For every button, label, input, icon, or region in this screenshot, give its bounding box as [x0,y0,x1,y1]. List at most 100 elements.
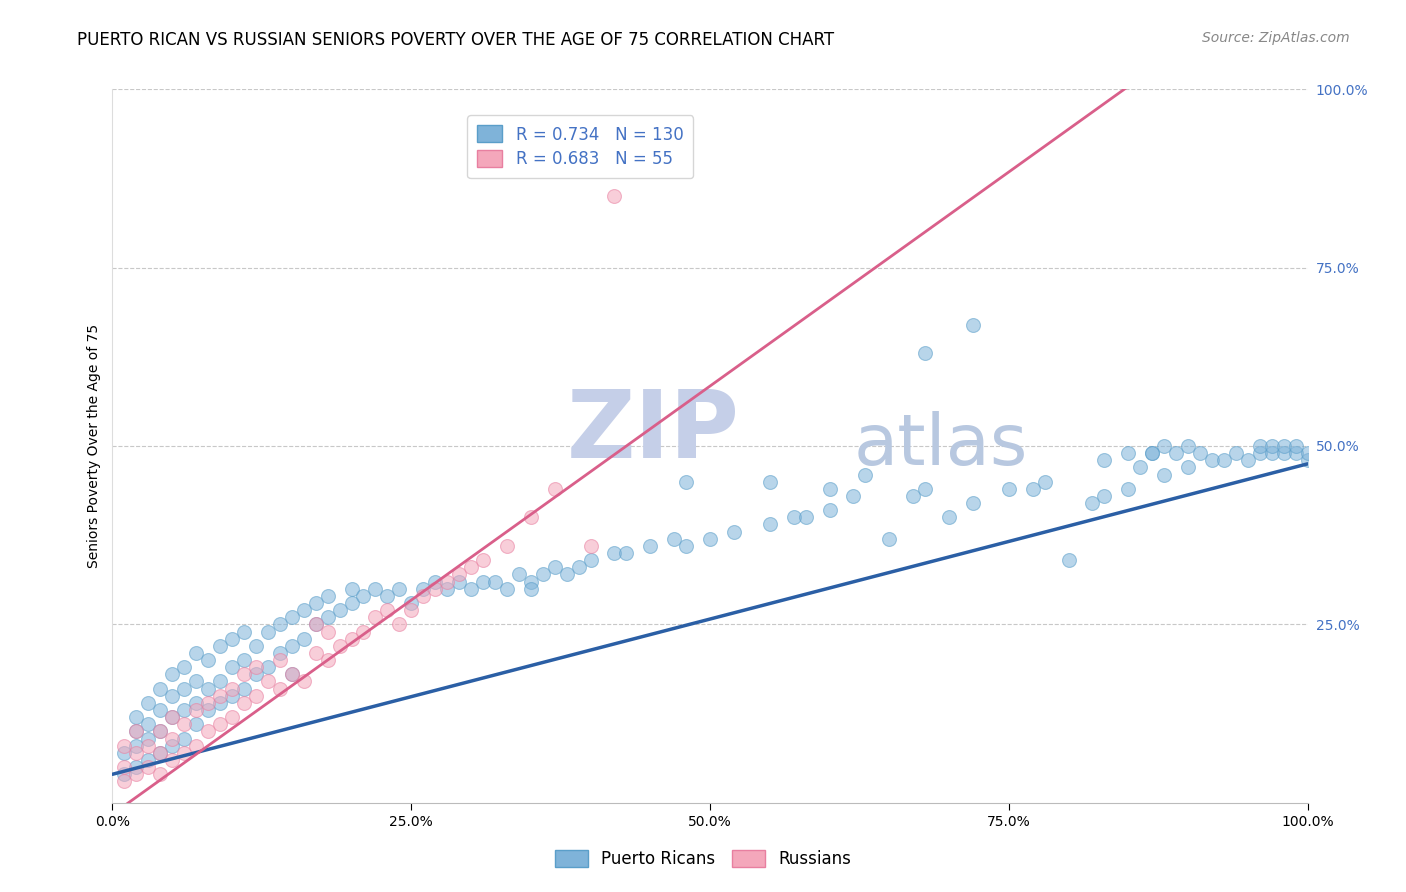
Point [340,632,363,646]
Legend: R = 0.734   N = 130, R = 0.683   N = 55: R = 0.734 N = 130, R = 0.683 N = 55 [467,115,693,178]
Point [603,189,626,203]
Point [401,603,423,617]
Point [962,318,984,332]
Point [436,574,458,589]
Point [125,760,148,774]
Point [257,624,280,639]
Point [329,603,352,617]
Y-axis label: Seniors Poverty Over the Age of 75: Seniors Poverty Over the Age of 75 [87,324,101,568]
Point [245,639,267,653]
Point [531,567,554,582]
Text: PUERTO RICAN VS RUSSIAN SENIORS POVERTY OVER THE AGE OF 75 CORRELATION CHART: PUERTO RICAN VS RUSSIAN SENIORS POVERTY … [77,31,834,49]
Point [125,724,148,739]
Point [162,731,183,746]
Point [818,482,841,496]
Point [257,674,280,689]
Point [472,574,495,589]
Point [759,475,782,489]
Point [1285,439,1308,453]
Point [818,503,841,517]
Point [914,346,936,360]
Point [1189,446,1212,460]
Point [855,467,877,482]
Text: ZIP: ZIP [567,385,740,478]
Legend: Puerto Ricans, Russians: Puerto Ricans, Russians [548,843,858,875]
Point [962,496,984,510]
Point [125,710,148,724]
Text: Source: ZipAtlas.com: Source: ZipAtlas.com [1202,31,1350,45]
Point [340,582,363,596]
Point [1272,439,1295,453]
Point [1118,446,1140,460]
Point [903,489,925,503]
Point [316,610,339,624]
Point [460,560,482,574]
Point [245,660,267,674]
Point [1177,439,1199,453]
Point [209,717,232,731]
Point [173,681,195,696]
Point [364,610,387,624]
Point [675,539,697,553]
Point [292,632,315,646]
Point [149,703,172,717]
Point [114,746,135,760]
Point [138,696,160,710]
Point [125,724,148,739]
Point [699,532,721,546]
Point [879,532,901,546]
Point [316,653,339,667]
Point [1057,553,1080,567]
Point [186,703,208,717]
Point [149,681,172,696]
Point [233,696,256,710]
Point [114,767,135,781]
Point [245,689,267,703]
Point [352,589,374,603]
Point [401,596,423,610]
Point [292,603,315,617]
Point [1237,453,1260,467]
Point [579,539,602,553]
Point [149,724,172,739]
Point [173,660,195,674]
Point [125,746,148,760]
Point [138,760,160,774]
Point [149,767,172,781]
Point [162,710,183,724]
Point [352,624,374,639]
Point [197,681,219,696]
Point [197,696,219,710]
Point [149,724,172,739]
Point [292,674,315,689]
Point [782,510,804,524]
Point [1249,439,1271,453]
Point [675,475,697,489]
Point [1225,446,1247,460]
Point [162,667,183,681]
Point [496,539,519,553]
Point [305,617,328,632]
Point [186,674,208,689]
Point [138,753,160,767]
Point [794,510,817,524]
Point [914,482,936,496]
Point [173,703,195,717]
Point [221,660,243,674]
Point [1213,453,1236,467]
Point [1081,496,1104,510]
Point [447,567,470,582]
Point [221,632,243,646]
Point [173,717,195,731]
Point [316,624,339,639]
Point [484,574,506,589]
Point [412,589,434,603]
Point [1129,460,1152,475]
Point [603,546,626,560]
Point [520,574,543,589]
Point [842,489,865,503]
Point [221,681,243,696]
Point [233,653,256,667]
Point [425,582,447,596]
Point [364,582,387,596]
